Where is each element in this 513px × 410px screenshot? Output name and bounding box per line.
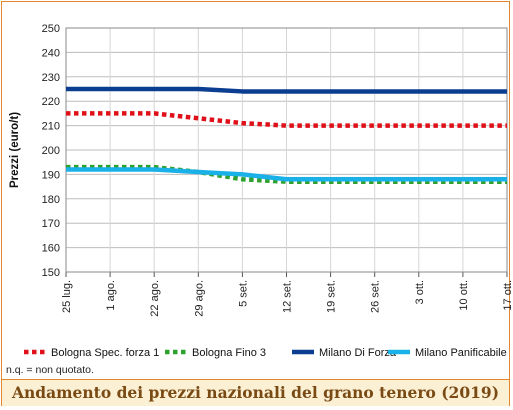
x-axis-ticks: 25 lug. 1 ago. 22 ago. 29 ago. 5 set. 12 set.…	[61, 272, 511, 317]
chart-title: Andamento dei prezzi nazionali del grano…	[2, 379, 509, 406]
y-tick-label: 180	[42, 194, 60, 206]
x-tick-label: 17 ott.	[502, 280, 511, 311]
gridlines	[66, 27, 507, 273]
y-tick-label: 160	[42, 243, 60, 255]
y-tick-label: 210	[42, 121, 60, 133]
y-tick-label: 200	[42, 145, 60, 157]
y-tick-label: 190	[42, 169, 60, 181]
series-line-2	[66, 86, 507, 94]
x-tick-label: 5 set.	[237, 280, 249, 307]
plot-border	[65, 27, 508, 273]
x-tick-label: 26 set.	[370, 280, 382, 313]
x-tick-label: 12 set.	[282, 280, 294, 313]
legend-label-2: Milano Di Forza	[319, 347, 397, 359]
legend-label-3: Milano Panificabile	[415, 347, 507, 359]
x-tick-label: 10 ott.	[458, 280, 470, 311]
footnote: n.q. = non quotato.	[6, 364, 94, 376]
x-tick-label: 22 ago.	[149, 280, 161, 317]
x-tick-label: 29 ago.	[193, 280, 205, 317]
x-tick-label: 1 ago.	[105, 280, 117, 311]
legend-label-1: Bologna Fino 3	[192, 347, 266, 359]
legend: Bologna Spec. forza 1 Bologna Fino 3 Milan…	[24, 347, 507, 359]
series-line-1	[66, 164, 507, 184]
axes	[65, 27, 508, 273]
series-lines	[66, 86, 507, 184]
x-tick-label: 19 set.	[326, 280, 338, 313]
series-line-0	[66, 111, 507, 128]
x-tick-label: 25 lug.	[61, 280, 73, 313]
y-tick-label: 170	[42, 218, 60, 230]
y-tick-label: 230	[42, 72, 60, 84]
y-tick-label: 150	[42, 267, 60, 279]
y-axis-ticks: 150 160 170 180 190 200 210 220 230 240 250	[42, 23, 60, 279]
legend-label-0: Bologna Spec. forza 1	[51, 347, 159, 359]
y-axis-title: Prezzi (euro/t)	[9, 112, 21, 188]
y-tick-label: 220	[42, 96, 60, 108]
series-line-3	[66, 167, 507, 182]
line-chart: 150 160 170 180 190 200 210 220 230 240 250 25 lug…	[9, 23, 511, 359]
y-tick-label: 240	[42, 47, 60, 59]
x-tick-label: 3 ott.	[414, 280, 426, 304]
y-tick-label: 250	[42, 23, 60, 35]
